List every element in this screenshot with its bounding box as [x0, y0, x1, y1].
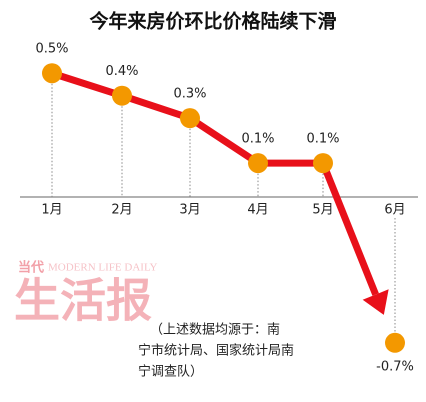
marker [385, 332, 405, 353]
watermark-brand: 当代 [18, 260, 44, 276]
value-label: 0.3% [173, 87, 206, 102]
marker [313, 153, 333, 174]
chart-title: 今年来房价环比价格陆续下滑 [88, 10, 336, 33]
value-label: 0.5% [35, 42, 68, 57]
note: 宁调查队） [138, 364, 203, 380]
watermark-logo: 生活报 [14, 274, 152, 328]
x-tick-label: 6月 [384, 203, 405, 218]
note: 宁市统计局、国家统计局南 [138, 343, 294, 359]
x-tick-label: 5月 [312, 203, 333, 218]
marker [42, 63, 62, 84]
x-tick-label: 2月 [111, 203, 132, 218]
x-tick-label: 4月 [247, 203, 268, 218]
value-label: 0.1% [306, 132, 339, 147]
marker [180, 108, 200, 129]
note: （上述数据均源于：南 [150, 322, 280, 338]
x-tick-label: 3月 [179, 203, 200, 218]
arrow-head [362, 289, 389, 315]
value-label: 0.4% [105, 64, 138, 79]
arrow-shaft [319, 161, 379, 296]
marker [112, 85, 132, 106]
x-tick-label: 1月 [41, 203, 62, 218]
value-label: -0.7% [376, 359, 414, 374]
watermark-name: MODERN LIFE DAILY [48, 262, 158, 274]
value-label: 0.1% [241, 132, 274, 147]
marker [248, 153, 268, 174]
